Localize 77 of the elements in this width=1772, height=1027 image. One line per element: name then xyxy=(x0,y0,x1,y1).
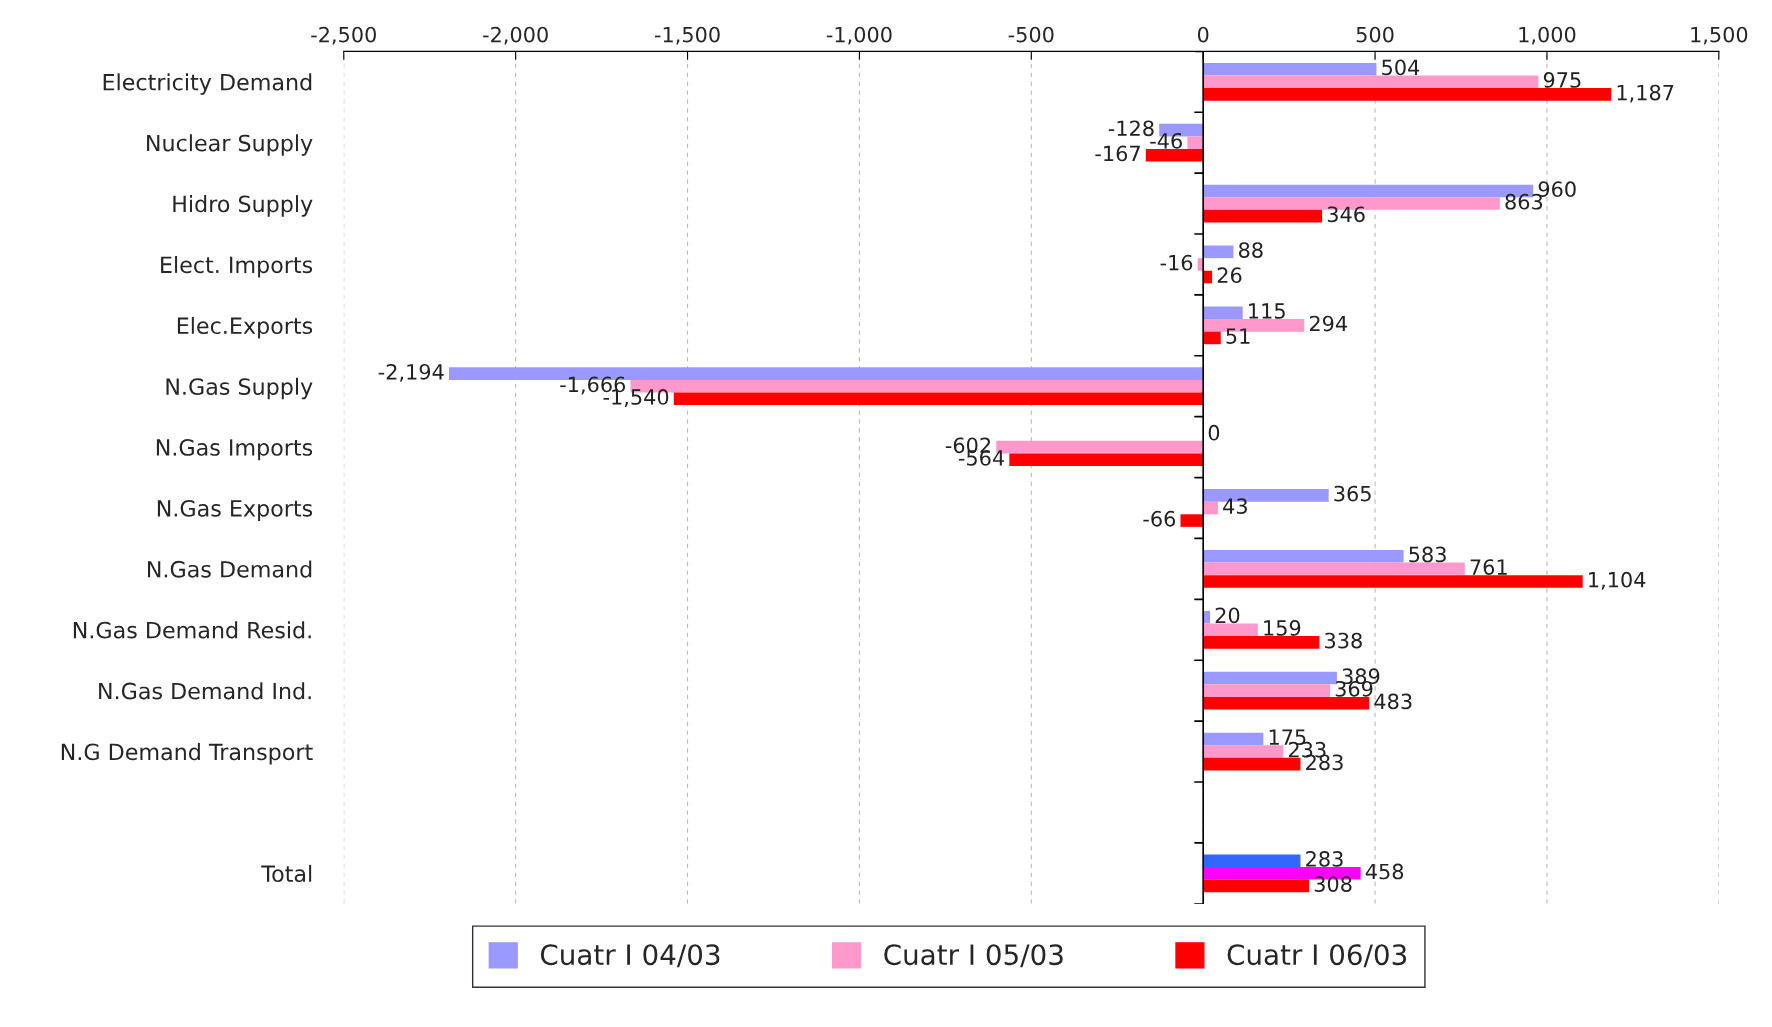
bar xyxy=(1203,623,1258,637)
data-label: 365 xyxy=(1334,485,1371,502)
bar xyxy=(1203,879,1310,893)
y-tick-label: N.Gas Demand Resid. xyxy=(73,621,311,639)
bar xyxy=(1180,514,1204,527)
x-tick-label: 0 xyxy=(1197,26,1209,43)
bar xyxy=(1203,501,1218,515)
legend-label: Cuatr I 04/03 xyxy=(540,944,720,968)
bar xyxy=(1203,209,1323,223)
y-tick-label: Elec.Exports xyxy=(177,316,313,339)
x-tick-label: -2,500 xyxy=(311,26,376,45)
bar xyxy=(673,392,1204,406)
y-tick-label: N.Gas Exports xyxy=(157,499,313,522)
y-tick-label: N.Gas Imports xyxy=(156,439,313,461)
y-tick-label: Hidro Supply xyxy=(173,195,313,217)
data-label: 159 xyxy=(1264,620,1301,636)
bar xyxy=(1145,148,1204,162)
x-tick-label: -1,000 xyxy=(826,26,892,45)
data-label: 88 xyxy=(1238,242,1263,258)
bar xyxy=(1203,854,1301,868)
y-tick-label: Total xyxy=(261,864,312,883)
data-label: -66 xyxy=(1143,510,1176,527)
bar xyxy=(1203,245,1234,259)
x-tick-label: 500 xyxy=(1356,26,1394,43)
data-label: 761 xyxy=(1470,559,1507,575)
data-label: 308 xyxy=(1314,876,1352,892)
data-label: 975 xyxy=(1543,72,1581,88)
bar xyxy=(1203,562,1465,576)
bar xyxy=(1203,62,1377,76)
y-tick-label: N.Gas Supply xyxy=(166,377,313,400)
data-label: 583 xyxy=(1409,546,1446,563)
bar xyxy=(1203,684,1331,697)
bar xyxy=(1187,136,1204,149)
x-tick-label: 1,500 xyxy=(1691,26,1748,45)
x-tick-label: -1,500 xyxy=(654,26,720,45)
y-tick-label: Electricity Demand xyxy=(103,73,312,95)
data-label: 51 xyxy=(1226,328,1250,344)
data-label: -167 xyxy=(1095,145,1140,162)
bar xyxy=(1203,732,1264,746)
data-label: 20 xyxy=(1215,607,1240,624)
data-label: 1,104 xyxy=(1589,571,1646,590)
data-label: 346 xyxy=(1327,206,1365,223)
data-label: 43 xyxy=(1223,498,1247,515)
bar xyxy=(1203,331,1221,345)
bar xyxy=(1203,575,1583,588)
bar xyxy=(1203,306,1243,320)
x-tick-label: -500 xyxy=(1008,26,1054,43)
data-label: 1,187 xyxy=(1617,84,1674,103)
y-tick-label: Elect. Imports xyxy=(161,256,313,278)
bar xyxy=(1203,757,1301,771)
bar xyxy=(1203,88,1612,101)
y-tick-label: Nuclear Supply xyxy=(147,134,313,156)
data-label: 0 xyxy=(1208,424,1220,441)
data-label: 26 xyxy=(1217,267,1242,284)
data-label: 483 xyxy=(1374,693,1412,710)
data-label: 283 xyxy=(1306,851,1343,867)
data-label: 294 xyxy=(1309,315,1347,332)
bar xyxy=(1009,453,1204,466)
y-tick-label: N.G Demand Transport xyxy=(61,743,313,765)
x-tick-label: 1,000 xyxy=(1519,26,1576,45)
bar xyxy=(1203,75,1539,89)
data-label: -16 xyxy=(1160,254,1193,271)
data-label: 338 xyxy=(1325,632,1362,649)
bar xyxy=(1203,636,1320,649)
y-tick-label: N.Gas Demand xyxy=(147,560,312,578)
bar xyxy=(1203,671,1337,685)
y-tick-label: N.Gas Demand Ind. xyxy=(99,682,311,700)
data-label: 458 xyxy=(1365,863,1404,880)
legend-label: Cuatr I 05/03 xyxy=(884,944,1063,968)
bar xyxy=(1203,696,1370,710)
data-label: -2,194 xyxy=(378,363,444,382)
x-tick-label: -2,000 xyxy=(483,26,548,45)
data-label: 504 xyxy=(1382,59,1420,76)
bar xyxy=(1203,745,1284,758)
legend-label: Cuatr I 06/03 xyxy=(1227,944,1407,968)
data-label: 115 xyxy=(1249,303,1285,319)
bar xyxy=(1203,550,1404,563)
